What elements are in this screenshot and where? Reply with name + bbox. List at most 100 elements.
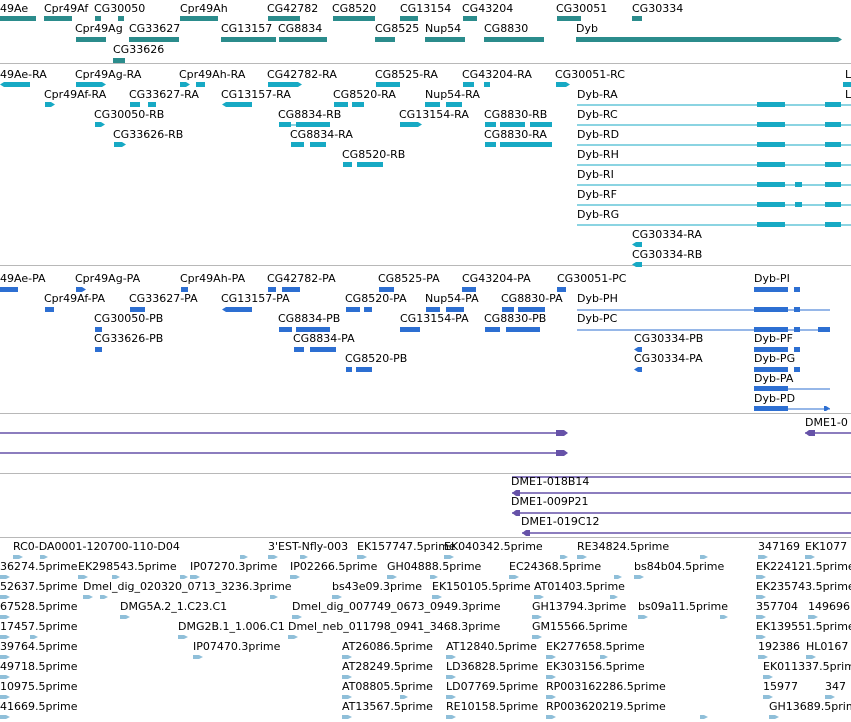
gene-label[interactable]: CG42782 bbox=[267, 2, 319, 15]
gene-label[interactable]: CG8834 bbox=[278, 22, 323, 35]
feature-glyph[interactable] bbox=[824, 406, 830, 411]
feature-glyph[interactable] bbox=[0, 595, 10, 599]
est-label[interactable]: 41669.5prime bbox=[0, 700, 78, 713]
exon-glyph[interactable] bbox=[794, 307, 800, 312]
transcript-label[interactable]: CG33627-RA bbox=[129, 88, 199, 101]
feature-glyph[interactable] bbox=[463, 16, 477, 21]
transcript-label[interactable]: CG8830-RA bbox=[484, 128, 547, 141]
exon-glyph[interactable] bbox=[310, 347, 336, 352]
feature-glyph[interactable] bbox=[13, 555, 23, 559]
protein-label[interactable]: CG8520-PB bbox=[345, 352, 408, 365]
feature-glyph[interactable] bbox=[387, 575, 397, 579]
gene-label[interactable]: CG8830 bbox=[484, 22, 529, 35]
transcript-label[interactable]: Cpr49Af-RA bbox=[44, 88, 107, 101]
feature-glyph[interactable] bbox=[546, 695, 556, 699]
feature-glyph[interactable] bbox=[425, 37, 465, 42]
feature-glyph[interactable] bbox=[805, 555, 815, 559]
feature-glyph[interactable] bbox=[556, 82, 570, 87]
transcript-label[interactable]: Dyb-RG bbox=[577, 208, 620, 221]
feature-glyph[interactable] bbox=[180, 575, 188, 579]
est-label[interactable]: EK139551.5prime bbox=[756, 620, 851, 633]
exon-glyph[interactable] bbox=[825, 102, 841, 107]
protein-label[interactable]: Dyb-PI bbox=[754, 272, 790, 285]
feature-glyph[interactable] bbox=[375, 37, 395, 42]
exon-glyph[interactable] bbox=[557, 287, 566, 292]
est-label[interactable]: EK1077 bbox=[805, 540, 848, 553]
feature-glyph[interactable] bbox=[300, 555, 308, 559]
exon-glyph[interactable] bbox=[754, 367, 788, 372]
protein-label[interactable]: CG8830-PB bbox=[484, 312, 547, 325]
exon-glyph[interactable] bbox=[530, 122, 552, 127]
gene-label[interactable]: Cpr49Ah bbox=[180, 2, 228, 15]
est-label[interactable]: Dmel_dig_020320_0713_3236.3prime bbox=[83, 580, 292, 593]
feature-glyph[interactable] bbox=[222, 102, 252, 107]
feature-glyph[interactable] bbox=[769, 715, 779, 719]
est-label[interactable]: EK157747.5prime bbox=[357, 540, 456, 553]
protein-label[interactable]: CG8830-PA bbox=[501, 292, 563, 305]
gene-label[interactable]: CG33627 bbox=[129, 22, 181, 35]
transcript-label[interactable]: CG8520-RB bbox=[342, 148, 406, 161]
protein-label[interactable]: CG30334-PB bbox=[634, 332, 704, 345]
est-label[interactable]: EK150105.5prime bbox=[432, 580, 531, 593]
feature-glyph[interactable] bbox=[290, 575, 300, 579]
protein-label[interactable]: CG8525-PA bbox=[378, 272, 440, 285]
exon-glyph[interactable] bbox=[484, 82, 490, 87]
gene-label[interactable]: CG30050 bbox=[94, 2, 146, 15]
feature-glyph[interactable] bbox=[756, 575, 766, 579]
exon-glyph[interactable] bbox=[825, 142, 841, 147]
feature-glyph[interactable] bbox=[532, 615, 542, 619]
feature-glyph[interactable] bbox=[114, 142, 126, 147]
feature-glyph[interactable] bbox=[446, 695, 456, 699]
protein-label[interactable]: CG13157-PA bbox=[221, 292, 290, 305]
est-label[interactable]: EK277658.5prime bbox=[546, 640, 645, 653]
est-label[interactable]: AT28249.5prime bbox=[342, 660, 433, 673]
est-label[interactable]: RE34824.5prime bbox=[577, 540, 670, 553]
exon-glyph[interactable] bbox=[130, 102, 140, 107]
feature-glyph[interactable] bbox=[600, 655, 608, 659]
exon-glyph[interactable] bbox=[754, 386, 788, 391]
exon-glyph[interactable] bbox=[518, 307, 545, 312]
feature-glyph[interactable] bbox=[0, 695, 10, 699]
exon-glyph[interactable] bbox=[376, 82, 400, 87]
gene-label[interactable]: CG43204 bbox=[462, 2, 514, 15]
feature-glyph[interactable] bbox=[78, 575, 88, 579]
transcript-label[interactable]: CG8830-RB bbox=[484, 108, 548, 121]
est-label[interactable]: bs43e09.3prime bbox=[332, 580, 423, 593]
feature-glyph[interactable] bbox=[446, 715, 456, 719]
est-label[interactable]: RP003620219.5prime bbox=[546, 700, 666, 713]
feature-glyph[interactable] bbox=[610, 595, 618, 599]
feature-glyph[interactable] bbox=[634, 347, 642, 352]
feature-glyph[interactable] bbox=[0, 615, 10, 619]
exon-glyph[interactable] bbox=[196, 82, 205, 87]
exon-glyph[interactable] bbox=[310, 142, 326, 147]
exon-glyph[interactable] bbox=[357, 162, 383, 167]
exon-glyph[interactable] bbox=[296, 122, 330, 127]
feature-glyph[interactable] bbox=[758, 555, 768, 559]
exon-glyph[interactable] bbox=[754, 347, 788, 352]
est-label[interactable]: EK235743.5prime bbox=[756, 580, 851, 593]
feature-glyph[interactable] bbox=[0, 575, 10, 579]
exon-glyph[interactable] bbox=[794, 287, 800, 292]
exon-glyph[interactable] bbox=[352, 102, 364, 107]
feature-glyph[interactable] bbox=[700, 715, 708, 719]
exon-glyph[interactable] bbox=[795, 182, 802, 187]
est-label[interactable]: EK303156.5prime bbox=[546, 660, 645, 673]
est-label[interactable]: AT12840.5prime bbox=[446, 640, 537, 653]
feature-glyph[interactable] bbox=[763, 675, 773, 679]
est-label[interactable]: 3'EST-Nfly-003 bbox=[268, 540, 349, 553]
feature-glyph[interactable] bbox=[342, 715, 352, 719]
exon-glyph[interactable] bbox=[757, 122, 785, 127]
feature-glyph[interactable] bbox=[0, 715, 10, 719]
est-label[interactable]: 52637.5prime bbox=[0, 580, 78, 593]
exon-glyph[interactable] bbox=[506, 327, 540, 332]
gene-label[interactable]: Dyb bbox=[576, 22, 598, 35]
exon-glyph[interactable] bbox=[825, 202, 841, 207]
est-label[interactable]: 36274.5prime bbox=[0, 560, 78, 573]
exon-glyph[interactable] bbox=[426, 307, 440, 312]
clone-label[interactable]: DME1-018B14 bbox=[511, 475, 590, 488]
est-label[interactable]: RC0-DA0001-120700-110-D04 bbox=[13, 540, 180, 553]
transcript-label[interactable]: CG42782-RA bbox=[267, 68, 337, 81]
gene-label[interactable]: CG13157 bbox=[221, 22, 273, 35]
feature-glyph[interactable] bbox=[632, 16, 642, 21]
feature-glyph[interactable] bbox=[268, 555, 278, 559]
